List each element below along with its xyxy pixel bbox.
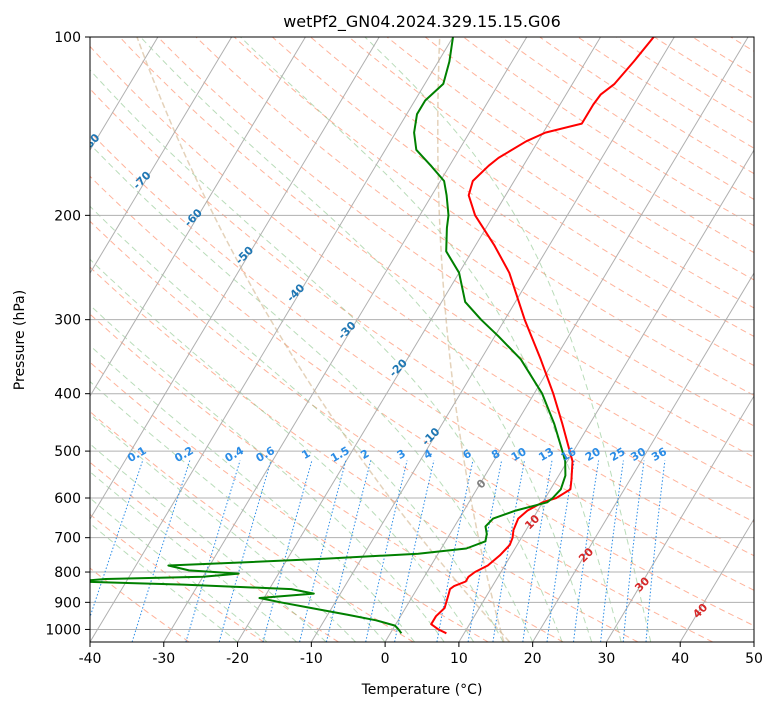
mixing-ratio-line xyxy=(622,460,645,642)
dry-adiabat-line xyxy=(90,131,754,591)
plot-background xyxy=(90,37,754,642)
y-tick-label: 800 xyxy=(54,565,81,581)
dry-adiabat-line xyxy=(90,88,754,557)
dewpoint-profile-line xyxy=(90,37,567,634)
dry-adiabat-line xyxy=(386,37,754,281)
x-tick-label: 0 xyxy=(381,651,390,667)
isotherm-line xyxy=(606,395,754,642)
isotherm-line xyxy=(384,37,749,642)
temperature-profile-line xyxy=(430,37,655,635)
moist-adiabat-line xyxy=(90,344,415,642)
moist-adiabat-line xyxy=(140,37,593,642)
x-tick-label: 20 xyxy=(524,651,542,667)
y-tick-label: 200 xyxy=(54,208,81,224)
moist-adiabat-line xyxy=(240,37,622,642)
moist-adiabat-line xyxy=(90,304,445,642)
x-tick-label: -10 xyxy=(300,651,323,667)
mixing-ratio-line xyxy=(467,460,503,642)
mixing-ratio-line xyxy=(573,460,600,642)
isotherm-line xyxy=(90,37,380,521)
mixing-ratio-lines xyxy=(90,460,666,642)
y-tick-label: 300 xyxy=(54,313,81,329)
mixing-ratio-line xyxy=(645,460,666,642)
isotherm-line xyxy=(532,272,754,642)
axis-ticks: -40 -30 -20 -10 0 10 20 30 40 50 100 200 300 400 500 60… xyxy=(45,30,763,667)
x-tick-label: -40 xyxy=(79,651,102,667)
x-tick-label: 10 xyxy=(450,651,468,667)
moist-adiabat-line xyxy=(364,37,652,642)
mixing-ratio-line xyxy=(365,460,408,642)
mixing-ratio-line xyxy=(131,460,191,642)
mixing-ratio-line xyxy=(90,460,144,619)
isotherm-line xyxy=(90,37,233,275)
isotherm-label: -100 xyxy=(0,53,3,82)
isotherm-line xyxy=(310,37,675,642)
isotherm-line xyxy=(163,37,528,642)
mixing-ratio-line xyxy=(436,460,474,642)
moist-adiabat-line xyxy=(90,413,356,642)
dry-adiabat-line xyxy=(233,37,754,396)
plot-frame xyxy=(89,36,755,643)
y-tick-label: 500 xyxy=(54,444,81,460)
mixing-ratio-line xyxy=(546,460,575,642)
dry-adiabat-line xyxy=(463,37,754,227)
x-tick-label: 50 xyxy=(745,651,763,667)
x-tick-label: -20 xyxy=(226,651,249,667)
y-tick-label: 400 xyxy=(54,387,81,403)
mixing-ratio-line xyxy=(492,460,525,642)
mixing-ratio-line xyxy=(600,460,624,642)
chart-title: wetPf2_GN04.2024.329.15.15.G06 xyxy=(283,12,561,32)
y-axis-title: Pressure (hPa) xyxy=(12,290,28,390)
isotherm-line xyxy=(0,37,10,642)
profile-lines xyxy=(90,37,655,635)
reference-lapse-line xyxy=(136,37,511,642)
dry-adiabat-line xyxy=(90,410,414,642)
y-tick-label: 700 xyxy=(54,531,81,547)
moist-adiabat-line xyxy=(90,497,268,642)
x-tick-label: 40 xyxy=(671,651,689,667)
mixing-ratio-line xyxy=(394,460,435,642)
dry-adiabat-line xyxy=(90,361,489,642)
dry-adiabat-line xyxy=(119,37,754,490)
dry-adiabat-line xyxy=(501,37,754,200)
mixing-ratio-line xyxy=(185,460,241,642)
isotherm-line xyxy=(237,37,601,642)
moist-adiabat-line xyxy=(90,443,327,642)
dry-adiabat-line xyxy=(90,220,713,642)
dry-adiabat-line xyxy=(272,37,754,367)
isotherm-line xyxy=(90,37,454,642)
y-tick-label: 1000 xyxy=(45,622,81,638)
mixing-ratio-line xyxy=(522,460,553,642)
y-tick-label: 600 xyxy=(54,491,81,507)
y-tick-label: 900 xyxy=(54,595,81,611)
moist-adiabat-line xyxy=(90,522,238,642)
reference-lapse-line xyxy=(437,37,505,642)
x-tick-label: -30 xyxy=(152,651,175,667)
x-axis-title: Temperature (°C) xyxy=(361,682,483,698)
moist-adiabat-line xyxy=(90,258,475,642)
dry-adiabat-line xyxy=(310,37,754,337)
dry-adiabat-line xyxy=(348,37,754,309)
isotherm-line xyxy=(458,149,754,642)
isotherm-line xyxy=(753,641,754,642)
isotherm-line xyxy=(679,518,754,642)
dry-adiabat-line xyxy=(424,37,754,254)
dry-adiabat-line xyxy=(90,513,265,642)
y-tick-label: 100 xyxy=(54,30,81,46)
moist-adiabat-line xyxy=(90,69,563,642)
x-tick-label: 30 xyxy=(598,651,616,667)
dry-adiabat-line xyxy=(157,37,754,458)
dry-adiabat-line xyxy=(90,175,754,627)
isotherm-line xyxy=(90,37,306,398)
isotherm-line xyxy=(90,37,159,152)
isotherm-label: -90 xyxy=(28,93,51,116)
